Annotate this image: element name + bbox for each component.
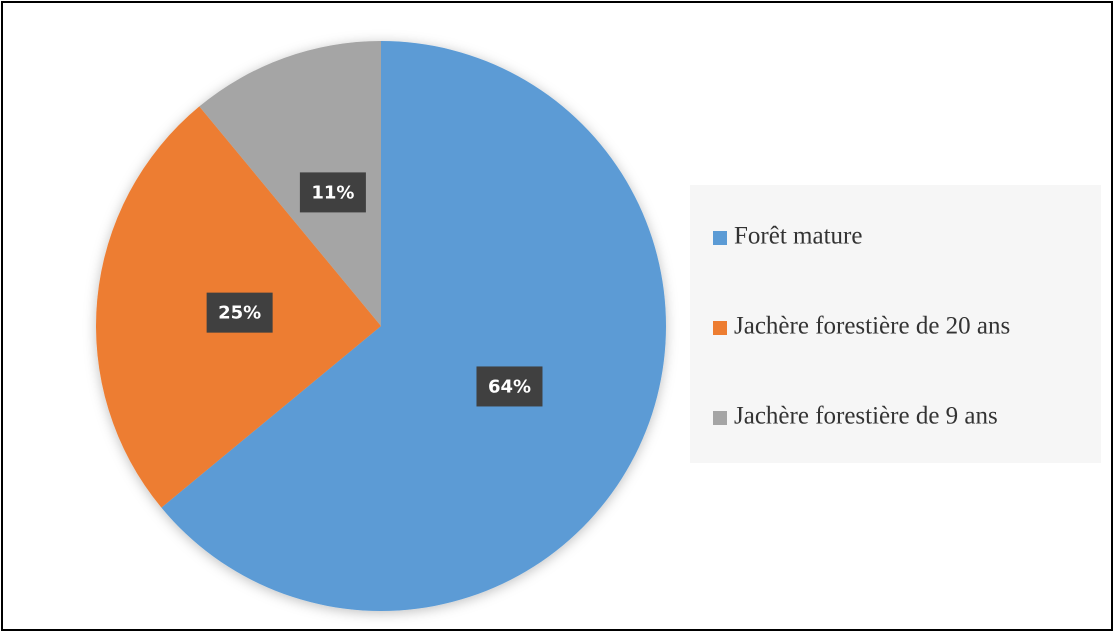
legend-label: Jachère forestière de 9 ans [734, 403, 998, 430]
data-label: 64% [488, 376, 531, 397]
legend-swatch [713, 231, 727, 245]
data-label-box [299, 172, 366, 213]
legend-swatch [713, 411, 727, 425]
data-label: 11% [311, 182, 354, 203]
legend-box [690, 185, 1101, 463]
pie-slice [199, 41, 381, 326]
pie-slice [161, 41, 666, 612]
data-label-box [206, 292, 273, 333]
legend-label: Jachère forestière de 20 ans [734, 313, 1010, 340]
legend-swatch [713, 321, 727, 335]
data-label: 25% [218, 303, 261, 324]
pie [96, 41, 666, 612]
data-label-box [476, 366, 543, 407]
legend-label: Forêt mature [734, 223, 862, 250]
